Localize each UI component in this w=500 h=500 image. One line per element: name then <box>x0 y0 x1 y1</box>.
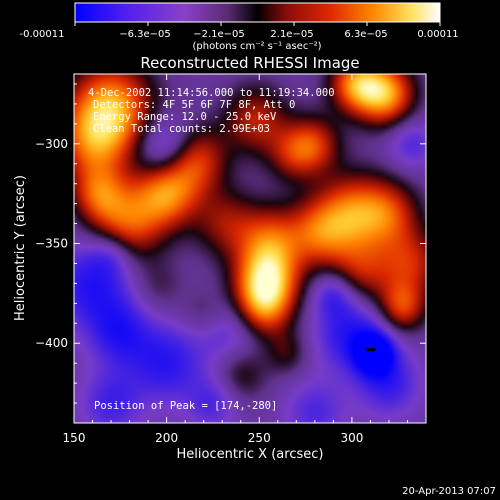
annotation-clean: Clean Total counts: 2.99E+03 <box>93 123 270 135</box>
colorbar-tick-label: −2.1e−05 <box>193 29 245 40</box>
y-axis-label: Heliocentric Y (arcsec) <box>13 175 28 321</box>
colorbar: -0.00011 −6.3e−05 −2.1e−05 2.1e−05 6.3e−… <box>20 2 459 52</box>
x-tick-label: 200 <box>155 431 178 445</box>
annotation-energy: Energy Range: 12.0 - 25.0 keV <box>93 111 277 123</box>
colorbar-unit-label: (photons cm⁻² s⁻¹ asec⁻²) <box>192 41 321 52</box>
colorbar-tick-label: −6.3e−05 <box>119 29 171 40</box>
colorbar-tick-label: 2.1e−05 <box>270 29 313 40</box>
chart-title: Reconstructed RHESSI Image <box>140 54 359 72</box>
heatmap-image <box>74 74 426 423</box>
colorbar-tick-label: -0.00011 <box>20 29 65 40</box>
y-tick-label: −350 <box>35 237 68 251</box>
x-tick-label: 250 <box>248 431 271 445</box>
y-tick-label: −300 <box>35 137 68 151</box>
annotation-detectors: Detectors: 4F 5F 6F 7F 8F, Att 0 <box>93 99 295 111</box>
x-axis: 150 200 250 300 <box>63 74 408 445</box>
plot-frame <box>73 73 427 424</box>
timestamp: 20-Apr-2013 07:07 <box>402 486 496 497</box>
x-tick-label: 300 <box>340 431 363 445</box>
colorbar-tick-label: 0.00011 <box>417 29 458 40</box>
annotation-time-range: 4-Dec-2002 11:14:56.000 to 11:19:34.000 <box>88 87 335 99</box>
y-axis: −300 −350 −400 <box>35 83 426 404</box>
colorbar-ticks <box>74 22 441 26</box>
min-marker <box>366 348 376 352</box>
colorbar-gradient <box>74 2 441 23</box>
annotation-peak: Position of Peak = [174,-280] <box>94 400 277 412</box>
x-tick-label: 150 <box>63 431 86 445</box>
x-axis-label: Heliocentric X (arcsec) <box>177 447 324 462</box>
colorbar-tick-label: 6.3e−05 <box>344 29 387 40</box>
plot-area: 4-Dec-2002 11:14:56.000 to 11:19:34.000 … <box>73 73 427 424</box>
y-tick-label: −400 <box>35 336 68 350</box>
